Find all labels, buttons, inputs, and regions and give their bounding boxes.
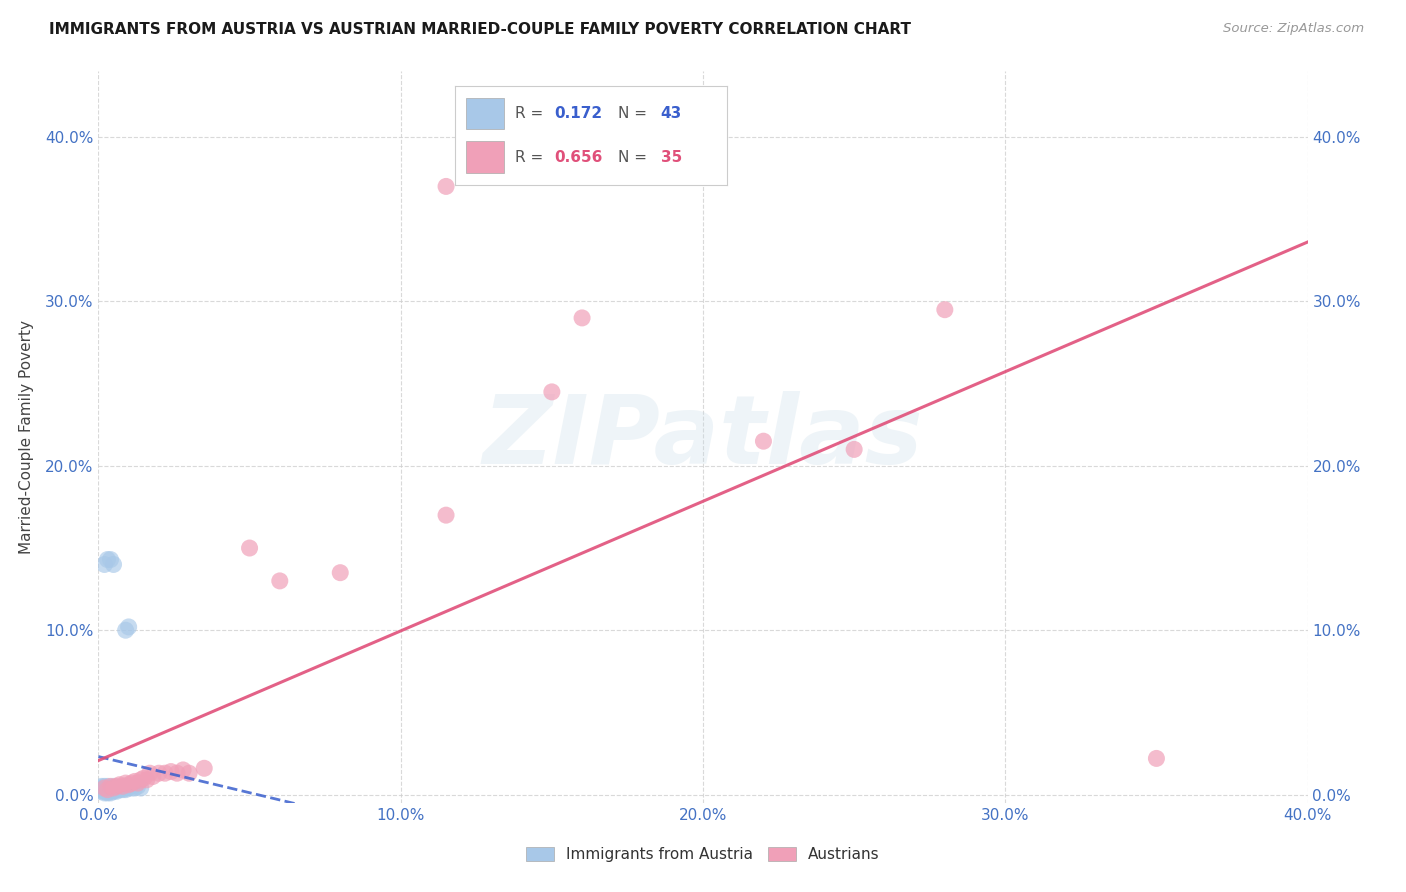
- Point: [129, 772, 152, 787]
- Point: [90, 780, 112, 794]
- Point: [93, 558, 115, 572]
- Point: [103, 558, 125, 572]
- Point: [132, 771, 155, 785]
- Point: [269, 574, 291, 588]
- Point: [844, 442, 866, 457]
- Point: [90, 780, 112, 795]
- Point: [153, 766, 176, 780]
- Point: [100, 784, 122, 798]
- Point: [114, 782, 136, 797]
- Point: [114, 624, 136, 638]
- Legend: Immigrants from Austria, Austrians: Immigrants from Austria, Austrians: [520, 841, 886, 868]
- Point: [166, 766, 188, 780]
- Point: [108, 782, 131, 797]
- Point: [118, 780, 141, 795]
- Text: ZIPatlas: ZIPatlas: [482, 391, 924, 483]
- Point: [127, 780, 149, 794]
- Point: [93, 784, 115, 798]
- Point: [114, 780, 136, 795]
- Point: [111, 780, 134, 795]
- Point: [329, 566, 352, 580]
- Point: [103, 784, 125, 798]
- Point: [90, 784, 112, 798]
- Point: [90, 782, 112, 797]
- Point: [96, 780, 118, 795]
- Point: [100, 780, 122, 795]
- Point: [179, 766, 201, 780]
- Point: [148, 766, 170, 780]
- Point: [160, 764, 183, 779]
- Point: [105, 780, 128, 795]
- Point: [118, 780, 141, 794]
- Point: [93, 780, 115, 794]
- Y-axis label: Married-Couple Family Poverty: Married-Couple Family Poverty: [18, 320, 34, 554]
- Point: [193, 761, 215, 775]
- Point: [108, 780, 131, 795]
- Point: [93, 780, 115, 795]
- Point: [96, 552, 118, 566]
- Point: [142, 770, 165, 784]
- Point: [93, 786, 115, 800]
- Point: [434, 508, 457, 523]
- Point: [752, 434, 775, 449]
- Point: [96, 782, 118, 797]
- Point: [124, 774, 146, 789]
- Point: [96, 782, 118, 797]
- Point: [111, 780, 134, 794]
- Point: [118, 620, 141, 634]
- Text: IMMIGRANTS FROM AUSTRIA VS AUSTRIAN MARRIED-COUPLE FAMILY POVERTY CORRELATION CH: IMMIGRANTS FROM AUSTRIA VS AUSTRIAN MARR…: [49, 22, 911, 37]
- Point: [121, 780, 143, 795]
- Point: [135, 772, 157, 787]
- Text: Source: ZipAtlas.com: Source: ZipAtlas.com: [1223, 22, 1364, 36]
- Point: [172, 763, 194, 777]
- Point: [121, 776, 143, 790]
- Point: [103, 780, 125, 795]
- Point: [239, 541, 262, 555]
- Point: [124, 780, 146, 795]
- Point: [96, 780, 118, 794]
- Point: [434, 179, 457, 194]
- Point: [93, 782, 115, 797]
- Point: [105, 784, 128, 798]
- Point: [103, 782, 125, 797]
- Point: [96, 786, 118, 800]
- Point: [571, 310, 593, 325]
- Point: [129, 780, 152, 795]
- Point: [100, 786, 122, 800]
- Point: [127, 776, 149, 790]
- Point: [105, 782, 128, 797]
- Point: [934, 302, 956, 317]
- Point: [114, 776, 136, 790]
- Point: [93, 780, 115, 795]
- Point: [105, 780, 128, 794]
- Point: [100, 552, 122, 566]
- Point: [111, 782, 134, 797]
- Point: [96, 784, 118, 798]
- Point: [540, 384, 562, 399]
- Point: [100, 782, 122, 797]
- Point: [103, 780, 125, 795]
- Point: [108, 778, 131, 792]
- Point: [103, 780, 125, 794]
- Point: [139, 766, 162, 780]
- Point: [118, 778, 141, 792]
- Point: [1144, 751, 1167, 765]
- Point: [100, 780, 122, 794]
